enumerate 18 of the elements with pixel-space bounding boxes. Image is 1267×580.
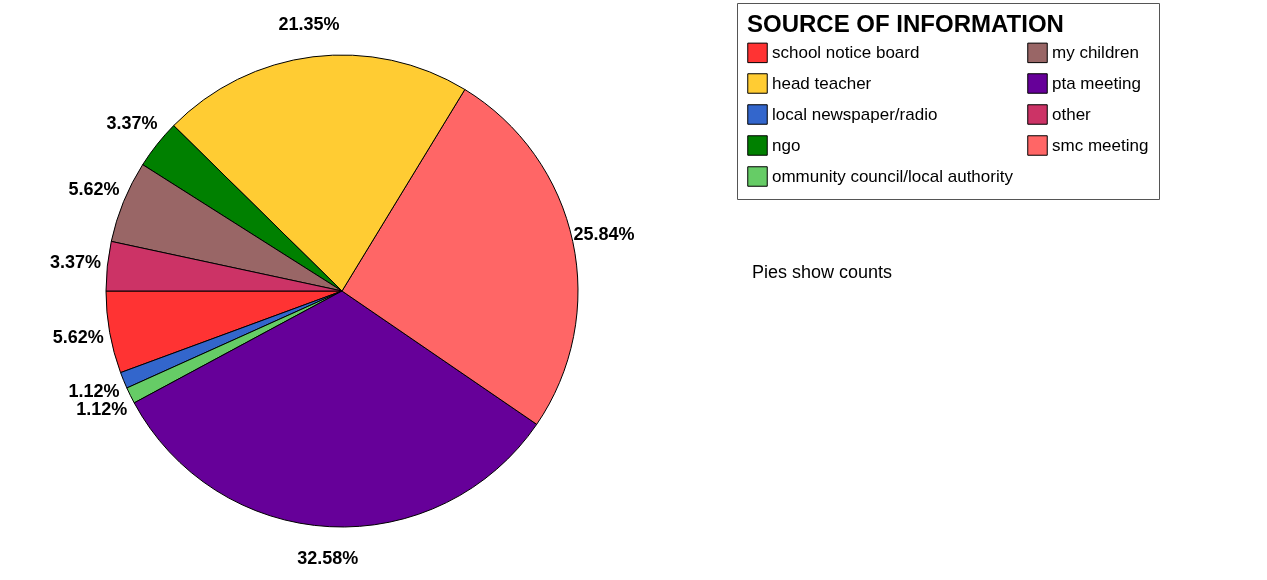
- legend-label: other: [1052, 104, 1092, 124]
- data-label: 32.58%: [297, 547, 359, 568]
- data-label: 5.62%: [68, 178, 120, 199]
- data-label: 3.37%: [106, 113, 158, 134]
- data-label: 25.84%: [573, 223, 635, 244]
- legend-label: my children: [1052, 42, 1139, 62]
- legend-label: head teacher: [772, 73, 872, 93]
- legend-label: pta meeting: [1052, 73, 1141, 93]
- text: Pies show counts: [752, 262, 893, 282]
- legend-label: ngo: [772, 135, 801, 155]
- legend-title: SOURCE OF INFORMATION: [747, 10, 1064, 37]
- data-label: 21.35%: [278, 14, 340, 35]
- legend-label: school notice board: [772, 42, 920, 62]
- legend-label: smc meeting: [1052, 135, 1149, 155]
- legend-label: local newspaper/radio: [772, 104, 938, 124]
- data-label: 3.37%: [49, 251, 102, 272]
- data-label: 5.62%: [52, 327, 104, 348]
- legend-label: ommunity council/local authority: [772, 166, 1014, 186]
